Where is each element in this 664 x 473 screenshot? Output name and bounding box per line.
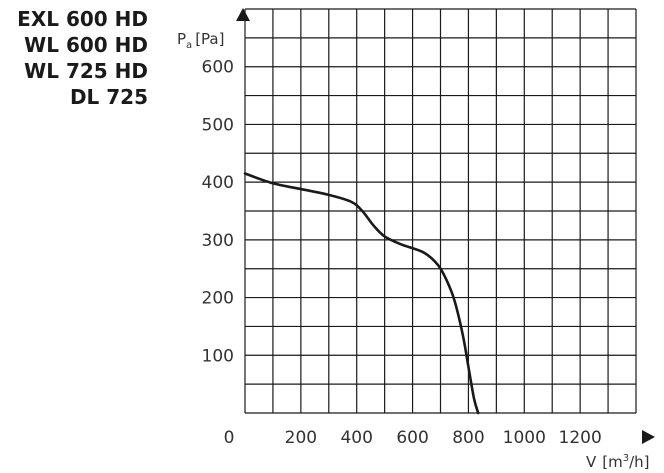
y-tick-label: 100	[202, 346, 234, 366]
performance-curve	[243, 172, 480, 415]
x-tick-label: 200	[285, 428, 317, 448]
x-tick-labels: 0 200 400 600 800 1000 1200	[224, 428, 602, 448]
model-list: EXL 600 HD WL 600 HD WL 725 HD DL 725	[0, 6, 148, 110]
x-axis-unit-sup: 3	[623, 453, 629, 464]
y-tick-labels: 100 200 300 400 500 600	[202, 58, 234, 367]
x-axis-unit-prefix: [m	[602, 453, 622, 471]
x-axis-unit-suffix: /h]	[629, 453, 649, 471]
x-axis-arrow-icon	[642, 430, 655, 444]
y-tick-label: 600	[202, 58, 234, 78]
x-tick-label: 800	[452, 428, 484, 448]
model-label: WL 600 HD	[24, 33, 148, 57]
y-tick-label: 300	[202, 231, 234, 251]
x-tick-label: 400	[340, 428, 372, 448]
y-axis-subscript: a	[186, 40, 192, 51]
y-tick-label: 200	[202, 289, 234, 309]
x-tick-label: 1000	[503, 428, 546, 448]
y-axis-unit: [Pa]	[195, 30, 224, 48]
y-axis-symbol: P	[177, 30, 186, 48]
x-tick-label: 1200	[559, 428, 602, 448]
model-label: WL 725 HD	[24, 59, 148, 83]
x-tick-label: 600	[396, 428, 428, 448]
model-label: DL 725	[69, 85, 148, 109]
chart-series	[243, 172, 480, 415]
chart-grid	[244, 8, 637, 414]
y-tick-label: 400	[202, 173, 234, 193]
x-axis-symbol: V	[586, 453, 597, 471]
y-axis-label: Pa [Pa]	[177, 30, 224, 51]
x-tick-label: 0	[224, 428, 235, 448]
x-axis-label: V [m3/h]	[586, 453, 650, 471]
model-label: EXL 600 HD	[17, 7, 148, 31]
y-axis-arrow-icon	[236, 8, 250, 21]
y-tick-label: 500	[202, 115, 234, 135]
